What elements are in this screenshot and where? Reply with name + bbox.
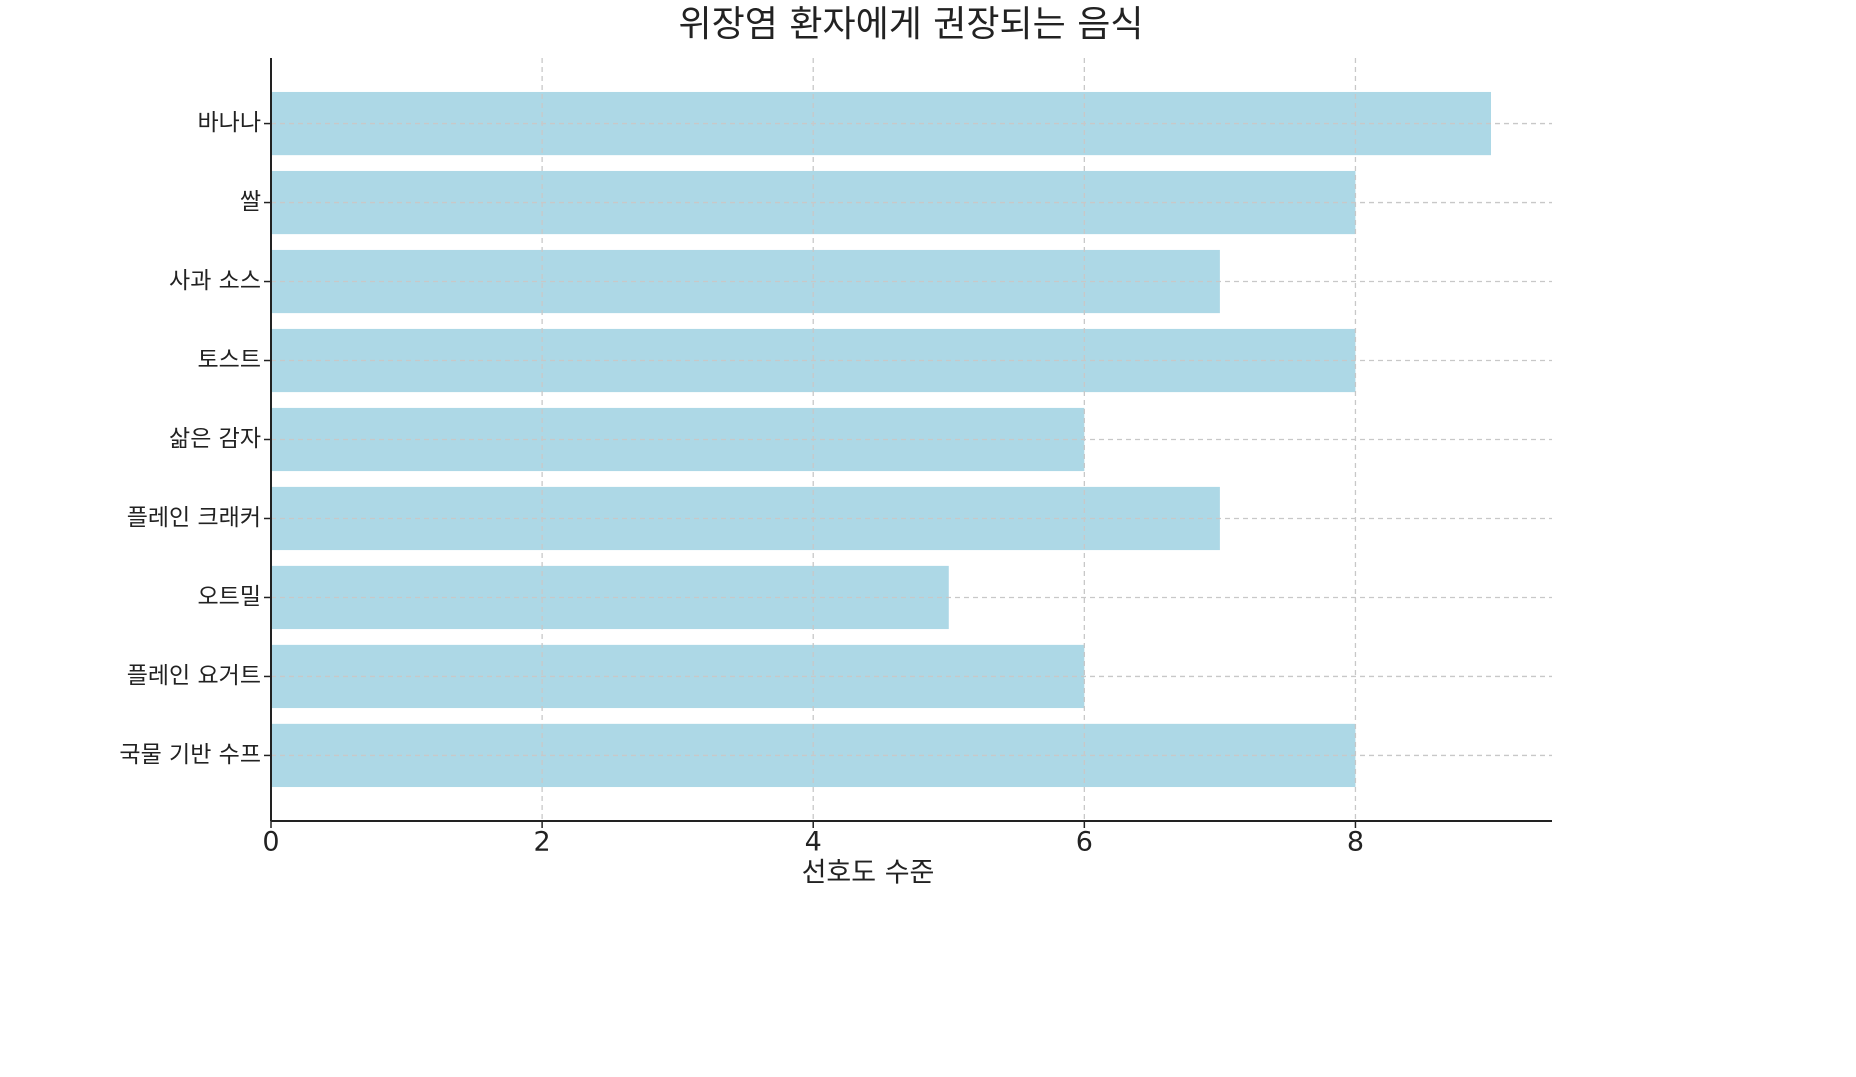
chart-title: 위장염 환자에게 권장되는 음식 xyxy=(679,4,1144,45)
x-axis-label: 선호도 수준 xyxy=(802,858,935,889)
bar xyxy=(271,249,1220,314)
x-tick-label: 4 xyxy=(805,827,822,858)
y-tick-label: 오트밀 xyxy=(198,584,261,610)
y-tick-label: 국물 기반 수프 xyxy=(119,742,261,768)
y-tick-label: 플레인 크래커 xyxy=(127,505,261,531)
y-tick-label: 토스트 xyxy=(198,347,261,373)
bar xyxy=(271,486,1220,551)
bar xyxy=(271,91,1491,156)
y-tick-label: 바나나 xyxy=(198,110,261,136)
x-tick-label: 0 xyxy=(262,827,279,858)
y-tick-label: 쌀 xyxy=(240,189,261,215)
y-tick-label: 삶은 감자 xyxy=(169,426,261,452)
x-tick-label: 2 xyxy=(534,827,551,858)
x-tick-label: 6 xyxy=(1076,827,1093,858)
y-tick-label: 사과 소스 xyxy=(169,268,261,294)
x-tick-label: 8 xyxy=(1347,827,1364,858)
y-tick-label: 플레인 요거트 xyxy=(127,663,261,689)
